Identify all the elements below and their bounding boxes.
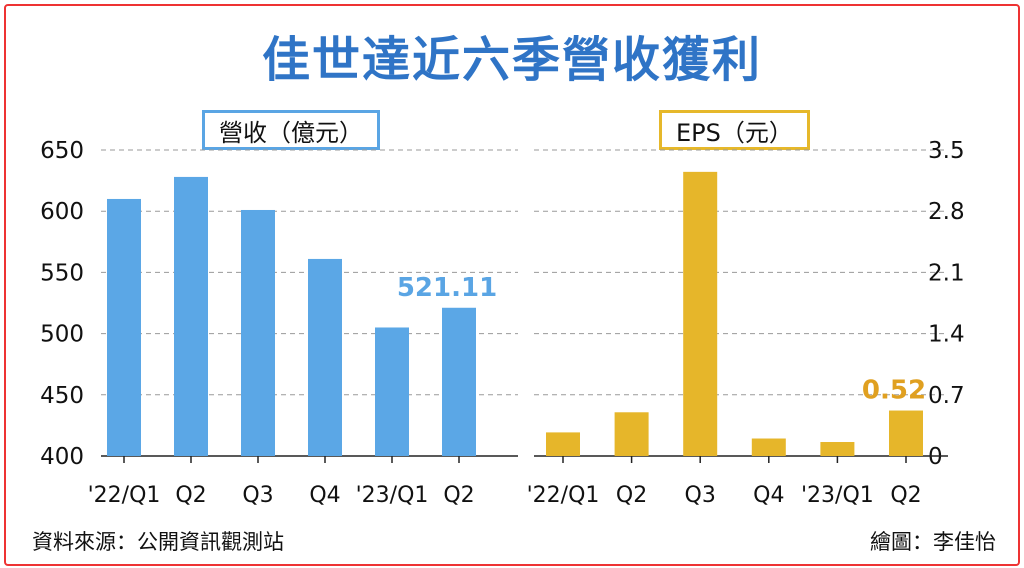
revenue-y-tick-label: 600 <box>40 199 84 225</box>
eps-bar <box>546 432 580 456</box>
eps-y-tick-label: 0.7 <box>928 383 965 409</box>
eps-legend: EPS（元） <box>659 110 810 150</box>
eps-bar <box>683 171 718 456</box>
revenue-category-label: Q3 <box>242 483 273 508</box>
eps-bar <box>751 438 786 456</box>
revenue-y-tick-label: 450 <box>40 383 84 409</box>
eps-category-label: '22/Q1 <box>527 483 600 508</box>
revenue-category-label: '22/Q1 <box>88 483 161 508</box>
eps-bar <box>820 442 855 456</box>
revenue-data-label: 521.11 <box>397 273 497 303</box>
revenue-category-label: Q4 <box>309 483 340 508</box>
eps-data-label: 0.52 <box>862 376 926 406</box>
revenue-bar <box>442 307 476 456</box>
eps-category-label: '23/Q1 <box>801 483 874 508</box>
source-note: 資料來源：公開資訊觀測站 <box>32 530 284 554</box>
eps-category-label: Q2 <box>890 483 921 508</box>
eps-category-label: Q3 <box>685 483 716 508</box>
credit-note: 繪圖：李佳怡 <box>870 530 996 554</box>
revenue-category-label: Q2 <box>443 483 474 508</box>
eps-bar <box>889 410 923 456</box>
revenue-y-tick-label: 650 <box>40 138 84 164</box>
revenue-y-tick-label: 400 <box>40 444 84 470</box>
revenue-y-tick-label: 550 <box>40 260 84 286</box>
eps-bar <box>614 412 649 456</box>
chart-frame: 佳世達近六季營收獲利 營收（億元） EPS（元） 650 600 550 500 450… <box>4 4 1020 566</box>
revenue-bar <box>174 176 208 457</box>
eps-y-tick-label: 3.5 <box>928 138 965 164</box>
revenue-y-tick-label: 500 <box>40 322 84 348</box>
revenue-bar <box>308 258 342 456</box>
chart-title: 佳世達近六季營收獲利 <box>261 32 762 88</box>
revenue-category-label: Q2 <box>175 483 206 508</box>
eps-y-tick-label: 0 <box>928 444 943 470</box>
revenue-legend: 營收（億元） <box>202 110 380 150</box>
eps-category-label: Q4 <box>753 483 784 508</box>
eps-y-tick-label: 2.8 <box>928 199 965 225</box>
revenue-bar <box>107 198 141 456</box>
eps-y-tick-label: 2.1 <box>928 260 965 286</box>
revenue-bar <box>241 209 275 456</box>
revenue-bar <box>375 327 409 456</box>
eps-category-label: Q2 <box>616 483 647 508</box>
eps-y-tick-label: 1.4 <box>928 322 965 348</box>
revenue-category-label: '23/Q1 <box>356 483 429 508</box>
